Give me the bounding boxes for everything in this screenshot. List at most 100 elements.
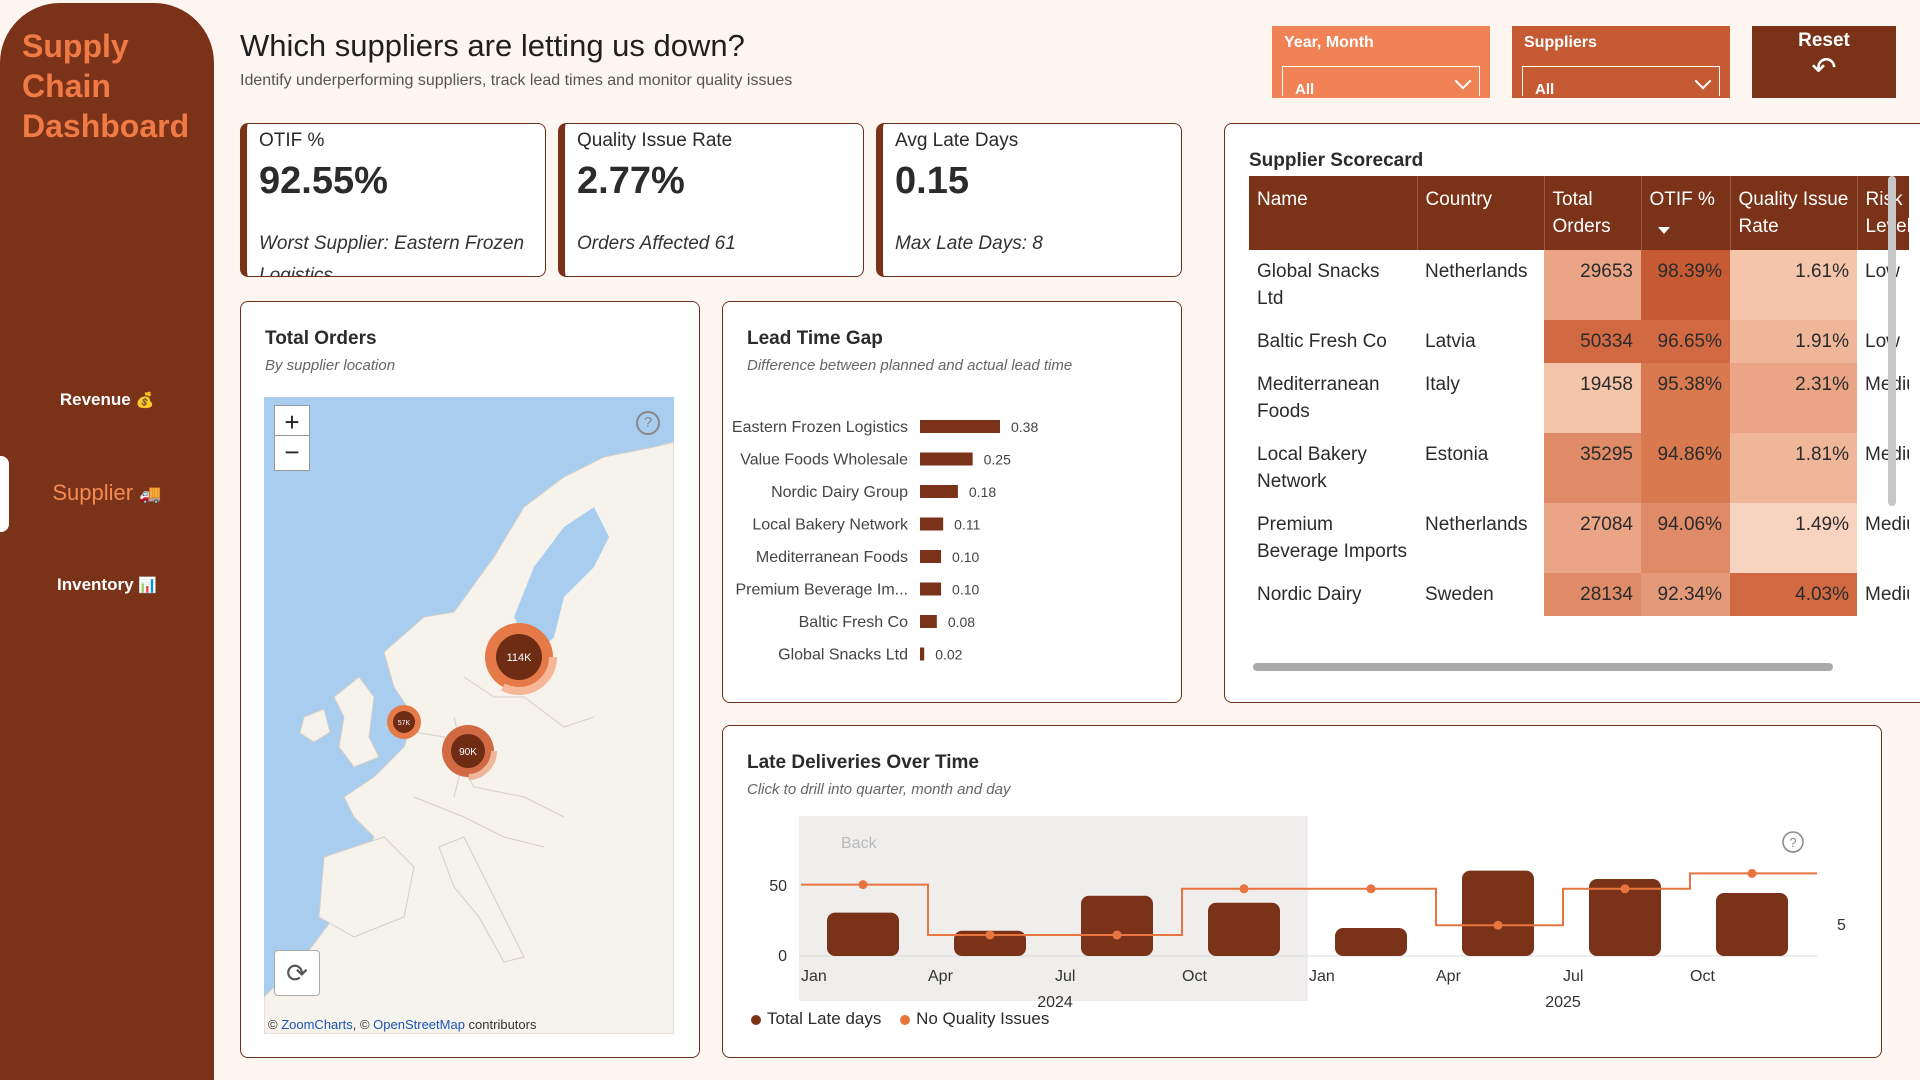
cell-total-orders: 50334 (1544, 320, 1641, 363)
cell-risk-level: Medium (1865, 584, 1909, 605)
category-label: Mediterranean Foods (756, 549, 908, 566)
lead-time-bar[interactable] (920, 452, 973, 466)
map-bubble-57k[interactable]: 57K (387, 705, 421, 739)
col-header-quality-issue-rate[interactable]: Quality Issue Rate (1730, 176, 1858, 250)
cell-risk-level: Low (1865, 331, 1900, 352)
data-label: 0.10 (952, 582, 979, 598)
legend-item-no-quality-issues[interactable]: No Quality Issues (900, 1009, 1049, 1028)
year-month-slicer[interactable]: Year, Month All (1272, 26, 1490, 98)
category-label: Global Snacks Ltd (778, 647, 908, 664)
horizontal-scrollbar[interactable] (1253, 663, 1833, 671)
cell-otif: 92.34% (1641, 573, 1730, 616)
cell-total-orders: 27084 (1544, 503, 1641, 573)
no-quality-issues-point[interactable] (985, 930, 995, 940)
chevron-down-icon (1454, 72, 1472, 90)
lead-time-bar[interactable] (920, 615, 937, 628)
map-bubble-114k[interactable]: 114K (481, 619, 557, 695)
y-tick-label: 0 (778, 948, 787, 965)
category-label: Local Bakery Network (752, 517, 909, 534)
lead-time-chart: Eastern Frozen Logistics 0.38 Value Foods … (732, 419, 1039, 664)
col-header-otif[interactable]: OTIF % (1641, 176, 1731, 250)
supplier-map[interactable]: + − ? ⟳ © ZoomCharts, © OpenStreetMap co… (264, 397, 674, 1034)
undo-icon: ↶ (1811, 52, 1837, 85)
data-label: 0.38 (1011, 419, 1038, 435)
suppliers-slicer[interactable]: Suppliers All (1512, 26, 1730, 98)
late-days-bar[interactable] (1208, 902, 1280, 956)
x-tick-label: Apr (1436, 968, 1462, 985)
category-label: Value Foods Wholesale (740, 452, 908, 469)
no-quality-issues-point[interactable] (1747, 868, 1757, 878)
page-title: Which suppliers are letting us down? (240, 28, 745, 63)
no-quality-issues-point[interactable] (1493, 920, 1503, 930)
cell-quality-issue-rate: 1.91% (1730, 320, 1857, 363)
cell-risk-level: Medium (1865, 444, 1909, 465)
late-days-bar[interactable] (1335, 928, 1407, 956)
cell-country: Estonia (1425, 444, 1489, 465)
no-quality-issues-point[interactable] (1239, 884, 1249, 894)
cell-otif: 96.65% (1641, 320, 1730, 363)
table-header-row: Name Country Total Orders OTIF % Quality… (1249, 176, 1909, 250)
reset-button[interactable]: Reset ↶ (1752, 26, 1896, 98)
cell-total-orders: 28134 (1544, 573, 1641, 616)
zoom-out-button[interactable]: − (274, 435, 310, 471)
nav-active-indicator (0, 456, 9, 532)
cell-country: Sweden (1425, 584, 1494, 605)
late-days-bar[interactable] (1589, 879, 1661, 956)
no-quality-issues-point[interactable] (1366, 884, 1376, 894)
drill-back-button[interactable]: Back (841, 835, 878, 852)
late-days-bar[interactable] (1081, 895, 1153, 956)
late-days-bar[interactable] (1462, 870, 1534, 956)
help-icon[interactable] (1782, 831, 1804, 853)
year-label: 2024 (1037, 994, 1073, 1011)
late-days-bar[interactable] (827, 912, 899, 956)
lead-time-bar[interactable] (920, 517, 944, 531)
data-label: 0.18 (969, 484, 996, 500)
bubble-layer: 114K 90K 57K (387, 619, 557, 780)
table-row[interactable]: Baltic Fresh Co Latvia 50334 96.65% 1.91% Low (1249, 320, 1909, 363)
lead-time-bar[interactable] (920, 485, 958, 498)
refresh-icon[interactable]: ⟳ (274, 950, 320, 996)
cell-country: Netherlands (1425, 261, 1528, 282)
lead-time-bar[interactable] (920, 582, 942, 596)
lead-time-gap-card: Lead Time Gap Difference between planned… (722, 301, 1182, 703)
inventory-icon: 📊 (138, 577, 157, 594)
late-deliveries-card: Late Deliveries Over Time Click to drill… (722, 725, 1882, 1058)
no-quality-issues-point[interactable] (1620, 884, 1630, 894)
cell-country: Latvia (1425, 331, 1476, 352)
x-tick-label: Jan (801, 968, 827, 985)
cell-risk-level: Medium (1865, 514, 1909, 535)
col-header-risk-level[interactable]: Risk Level (1857, 176, 1909, 250)
help-icon[interactable]: ? (636, 411, 660, 435)
lead-time-bar[interactable] (920, 420, 1000, 433)
category-label: Nordic Dairy Group (771, 484, 908, 501)
nav-item-revenue[interactable]: Revenue 💰 (59, 390, 155, 409)
col-header-country[interactable]: Country (1417, 176, 1545, 250)
scorecard-table: Name Country Total Orders OTIF % Quality… (1249, 176, 1909, 616)
late-days-bar[interactable] (1716, 893, 1788, 956)
sidebar (0, 3, 214, 1080)
table-row[interactable]: Mediterranean Foods Italy 19458 95.38% 2.31%… (1249, 363, 1909, 433)
lead-time-bar[interactable] (920, 550, 942, 563)
no-quality-issues-point[interactable] (858, 880, 868, 890)
lead-time-bar[interactable] (920, 647, 925, 661)
kpi-avg-late-days: Avg Late Days 0.15 Max Late Days: 8 (876, 123, 1182, 277)
nav-item-inventory[interactable]: Inventory 📊 (57, 575, 157, 594)
vertical-scrollbar[interactable] (1888, 176, 1896, 506)
col-header-total-orders[interactable]: Total Orders (1544, 176, 1642, 250)
nav-item-supplier[interactable]: Supplier 🚚 (52, 480, 162, 505)
category-label: Baltic Fresh Co (799, 614, 908, 631)
table-row[interactable]: Local Bakery Network Estonia 35295 94.86% 1.… (1249, 433, 1909, 503)
table-row[interactable]: Premium Beverage Imports Netherlands 27084… (1249, 503, 1909, 573)
legend-item-total-late-days[interactable]: Total Late days (751, 1009, 881, 1028)
cell-name: Local Bakery Network (1257, 444, 1367, 492)
table-row[interactable]: Global Snacks Ltd Netherlands 29653 98.39% 1… (1249, 250, 1909, 320)
year-month-dropdown[interactable]: All (1282, 66, 1480, 98)
scorecard-table-viewport[interactable]: Name Country Total Orders OTIF % Quality… (1249, 176, 1909, 662)
cell-risk-level: Medium (1865, 374, 1909, 395)
late-days-bar[interactable] (954, 930, 1026, 956)
col-header-name[interactable]: Name (1249, 176, 1418, 250)
no-quality-issues-point[interactable] (1112, 930, 1122, 940)
suppliers-dropdown[interactable]: All (1522, 66, 1720, 98)
map-bubble-90k[interactable]: 90K (439, 722, 497, 780)
